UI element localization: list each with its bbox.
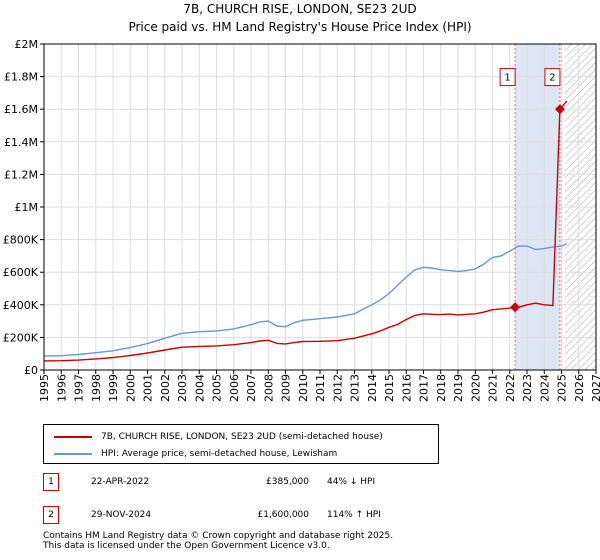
- transaction-hpi-change: 44% ↓ HPI: [327, 477, 376, 487]
- x-tick-label: 2015: [383, 374, 396, 402]
- x-tick-label: 2017: [418, 374, 431, 402]
- transaction-badge: 1: [43, 473, 59, 491]
- chart-transaction-badge-box: [499, 68, 516, 87]
- legend-item-property: 7B, CHURCH RISE, LONDON, SE23 2UD (semi-…: [54, 430, 383, 444]
- chart-subtitle: Price paid vs. HM Land Registry's House …: [128, 20, 471, 34]
- x-tick-label: 2000: [124, 374, 137, 402]
- legend-swatch-hpi: [54, 453, 92, 455]
- chart-transaction-badge-box: [544, 68, 561, 87]
- x-tick-label: 2008: [262, 374, 275, 402]
- x-tick-label: 2007: [245, 374, 258, 402]
- x-tick-label: 2021: [487, 374, 500, 402]
- transaction-row: 2 29-NOV-2024 £1,600,000 114% ↑ HPI: [43, 506, 543, 524]
- x-tick-label: 2013: [349, 374, 362, 402]
- x-tick-label: 1995: [38, 374, 51, 402]
- x-tick-label: 2004: [193, 374, 206, 402]
- chart-title: 7B, CHURCH RISE, LONDON, SE23 2UD: [183, 2, 416, 16]
- y-tick-label: £1M: [15, 201, 39, 214]
- y-tick-label: £400K: [3, 299, 39, 312]
- chart-transaction-badge-label: 1: [504, 73, 510, 84]
- x-tick-label: 2019: [452, 374, 465, 402]
- x-tick-label: 2016: [400, 374, 413, 402]
- y-tick-label: £600K: [3, 266, 39, 279]
- footer: Contains HM Land Registry data © Crown c…: [43, 531, 393, 551]
- x-tick-label: 2011: [314, 374, 327, 402]
- x-tick-label: 2022: [504, 374, 517, 402]
- x-tick-label: 2005: [211, 374, 224, 402]
- transaction-price: £385,000: [266, 477, 309, 487]
- x-tick-label: 2020: [469, 374, 482, 402]
- transaction-row: 1 22-APR-2022 £385,000 44% ↓ HPI: [43, 473, 543, 491]
- y-tick-label: £1.4M: [4, 136, 38, 149]
- x-tick-label: 2026: [573, 374, 586, 402]
- transaction-date: 29-NOV-2024: [91, 510, 152, 520]
- sale-point: [510, 302, 521, 313]
- transaction-date: 22-APR-2022: [91, 477, 150, 487]
- price-chart: 7B, CHURCH RISE, LONDON, SE23 2UD Price …: [3, 2, 600, 402]
- x-tick-label: 1996: [55, 374, 68, 402]
- series-line-hpi: [43, 243, 567, 357]
- footer-licence: This data is licensed under the Open Gov…: [43, 541, 330, 551]
- x-tick-label: 2018: [435, 374, 448, 402]
- y-tick-label: £1.2M: [4, 168, 38, 181]
- x-tick-label: 2003: [176, 374, 189, 402]
- x-tick-label: 2001: [142, 374, 155, 402]
- x-tick-label: 2023: [521, 374, 534, 402]
- sale-point: [554, 104, 565, 115]
- legend: 7B, CHURCH RISE, LONDON, SE23 2UD (semi-…: [43, 424, 439, 464]
- x-tick-label: 2014: [366, 374, 379, 402]
- footer-copyright: Contains HM Land Registry data © Crown c…: [43, 531, 394, 541]
- transaction-price: £1,600,000: [257, 510, 309, 520]
- legend-label-property: 7B, CHURCH RISE, LONDON, SE23 2UD (semi-…: [101, 432, 383, 442]
- y-tick-label: £1.8M: [4, 71, 38, 84]
- x-tick-label: 2025: [556, 374, 569, 402]
- transaction-badge: 2: [43, 506, 59, 524]
- x-tick-label: 2027: [590, 374, 600, 402]
- legend-item-hpi: HPI: Average price, semi-detached house,…: [54, 447, 337, 461]
- legend-label-hpi: HPI: Average price, semi-detached house,…: [101, 449, 338, 459]
- x-tick-label: 1997: [73, 374, 86, 402]
- x-tick-label: 2009: [280, 374, 293, 402]
- x-tick-label: 2012: [331, 374, 344, 402]
- y-tick-label: £800K: [3, 234, 39, 247]
- y-tick-label: £1.6M: [4, 103, 38, 116]
- y-tick-label: £200K: [3, 331, 39, 344]
- transaction-hpi-change: 114% ↑ HPI: [327, 510, 381, 520]
- x-tick-label: 1998: [90, 374, 103, 402]
- x-tick-label: 2002: [159, 374, 172, 402]
- x-tick-label: 2010: [297, 374, 310, 402]
- legend-swatch-property: [54, 436, 92, 438]
- x-tick-label: 1999: [107, 374, 120, 402]
- x-tick-label: 2006: [228, 374, 241, 402]
- x-tick-label: 2024: [538, 374, 551, 402]
- y-tick-label: £2M: [15, 38, 39, 51]
- chart-transaction-badge-label: 2: [549, 73, 555, 84]
- y-tick-label: £0: [24, 364, 38, 377]
